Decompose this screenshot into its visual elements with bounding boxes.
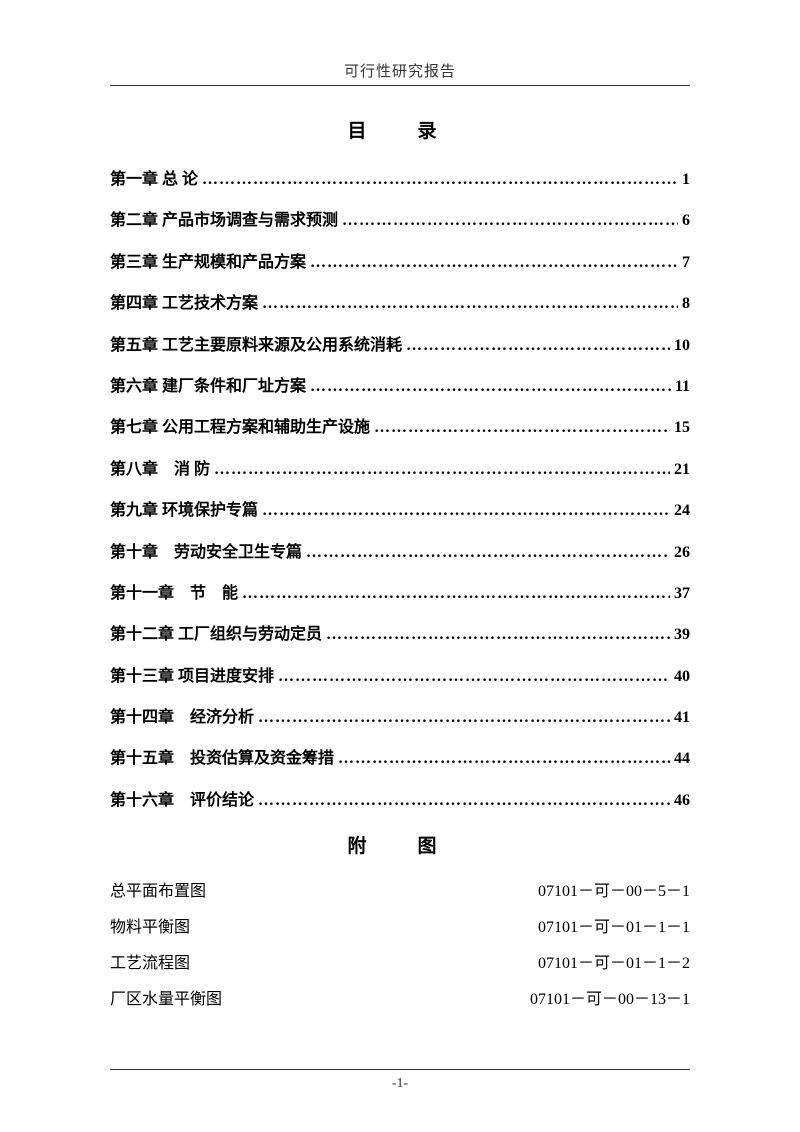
toc-chapter-label: 第十二章 工厂组织与劳动定员 <box>110 624 322 646</box>
toc-chapter-label: 第四章 工艺技术方案 <box>110 293 258 315</box>
toc-chapter-label: 第七章 公用工程方案和辅助生产设施 <box>110 417 370 439</box>
toc-page-number: 10 <box>674 335 690 357</box>
appendix-name: 总平面布置图 <box>110 880 206 904</box>
toc-chapter-label: 第十三章 项目进度安排 <box>110 666 274 688</box>
toc-chapter-label: 第五章 工艺主要原料来源及公用系统消耗 <box>110 335 402 357</box>
toc-dot-leader: …………………………………………………………………………………………………………… <box>278 666 670 688</box>
toc-dot-leader: …………………………………………………………………………………………………………… <box>342 210 678 232</box>
toc-entry: 第十三章 项目进度安排……………………………………………………………………………… <box>110 666 690 688</box>
appendix-entry: 工艺流程图 07101－可－01－1－2 <box>110 952 690 976</box>
toc-page-number: 7 <box>682 252 690 274</box>
toc-dot-leader: …………………………………………………………………………………………………………… <box>310 252 678 274</box>
toc-dot-leader: …………………………………………………………………………………………………………… <box>242 583 670 605</box>
toc-dot-leader: …………………………………………………………………………………………………………… <box>338 748 670 770</box>
toc-entry: 第十四章 经济分析…………………………………………………………………………………… <box>110 707 690 729</box>
toc-page-number: 1 <box>682 169 690 191</box>
toc-page-number: 6 <box>682 210 690 232</box>
footer-divider <box>110 1069 690 1070</box>
document-header: 可行性研究报告 <box>110 60 690 81</box>
toc-entry: 第六章 建厂条件和厂址方案………………………………………………………………………… <box>110 376 690 398</box>
toc-chapter-label: 第二章 产品市场调查与需求预测 <box>110 210 338 232</box>
toc-page-number: 8 <box>682 293 690 315</box>
toc-chapter-label: 第十一章 节 能 <box>110 583 238 605</box>
appendix-name: 物料平衡图 <box>110 916 190 940</box>
toc-dot-leader: …………………………………………………………………………………………………………… <box>374 417 670 439</box>
toc-entry: 第三章 生产规模和产品方案………………………………………………………………………… <box>110 252 690 274</box>
appendix-name: 厂区水量平衡图 <box>110 988 222 1012</box>
appendix-code: 07101－可－00－5－1 <box>538 880 690 904</box>
toc-dot-leader: …………………………………………………………………………………………………………… <box>310 376 671 398</box>
toc-page-number: 26 <box>674 542 690 564</box>
appendix-code: 07101－可－00－13－1 <box>530 988 690 1012</box>
toc-chapter-label: 第十四章 经济分析 <box>110 707 254 729</box>
toc-container: 第一章 总 论………………………………………………………………………………………… <box>110 169 690 812</box>
appendix-code: 07101－可－01－1－1 <box>538 916 690 940</box>
toc-chapter-label: 第十六章 评价结论 <box>110 790 254 812</box>
toc-entry: 第五章 工艺主要原料来源及公用系统消耗………………………………………………………… <box>110 335 690 357</box>
toc-page-number: 15 <box>674 417 690 439</box>
toc-page-number: 21 <box>674 459 690 481</box>
toc-page-number: 37 <box>674 583 690 605</box>
toc-page-number: 24 <box>674 500 690 522</box>
toc-entry: 第四章 工艺技术方案………………………………………………………………………………… <box>110 293 690 315</box>
toc-page-number: 46 <box>674 790 690 812</box>
toc-dot-leader: …………………………………………………………………………………………………………… <box>306 542 670 564</box>
toc-dot-leader: …………………………………………………………………………………………………………… <box>258 707 670 729</box>
toc-entry: 第九章 环境保护专篇………………………………………………………………………………… <box>110 500 690 522</box>
appendix-entry: 物料平衡图 07101－可－01－1－1 <box>110 916 690 940</box>
toc-entry: 第十章 劳动安全卫生专篇…………………………………………………………………………… <box>110 542 690 564</box>
appendix-title: 附 图 <box>110 831 690 858</box>
toc-title: 目 录 <box>110 116 690 143</box>
toc-dot-leader: …………………………………………………………………………………………………………… <box>262 500 670 522</box>
appendix-entry: 厂区水量平衡图 07101－可－00－13－1 <box>110 988 690 1012</box>
toc-dot-leader: …………………………………………………………………………………………………………… <box>202 169 678 191</box>
toc-chapter-label: 第一章 总 论 <box>110 169 198 191</box>
appendix-entry: 总平面布置图 07101－可－00－5－1 <box>110 880 690 904</box>
appendix-container: 总平面布置图 07101－可－00－5－1 物料平衡图 07101－可－01－1－1 工… <box>110 880 690 1012</box>
toc-entry: 第十二章 工厂组织与劳动定员……………………………………………………………………… <box>110 624 690 646</box>
page-number: -1- <box>0 1076 800 1092</box>
toc-chapter-label: 第十五章 投资估算及资金筹措 <box>110 748 334 770</box>
toc-chapter-label: 第六章 建厂条件和厂址方案 <box>110 376 306 398</box>
toc-chapter-label: 第十章 劳动安全卫生专篇 <box>110 542 302 564</box>
toc-entry: 第十五章 投资估算及资金筹措……………………………………………………………………… <box>110 748 690 770</box>
toc-page-number: 41 <box>674 707 690 729</box>
toc-entry: 第七章 公用工程方案和辅助生产设施……………………………………………………………… <box>110 417 690 439</box>
toc-page-number: 11 <box>675 376 690 398</box>
toc-chapter-label: 第九章 环境保护专篇 <box>110 500 258 522</box>
toc-entry: 第八章 消 防………………………………………………………………………………………… <box>110 459 690 481</box>
toc-dot-leader: …………………………………………………………………………………………………………… <box>262 293 678 315</box>
toc-entry: 第一章 总 论………………………………………………………………………………………… <box>110 169 690 191</box>
toc-dot-leader: …………………………………………………………………………………………………………… <box>258 790 670 812</box>
toc-chapter-label: 第三章 生产规模和产品方案 <box>110 252 306 274</box>
toc-chapter-label: 第八章 消 防 <box>110 459 210 481</box>
appendix-code: 07101－可－01－1－2 <box>538 952 690 976</box>
header-divider <box>110 85 690 86</box>
toc-entry: 第十六章 评价结论…………………………………………………………………………………… <box>110 790 690 812</box>
toc-page-number: 44 <box>674 748 690 770</box>
toc-page-number: 39 <box>674 624 690 646</box>
toc-entry: 第十一章 节 能……………………………………………………………………………………… <box>110 583 690 605</box>
toc-dot-leader: …………………………………………………………………………………………………………… <box>406 335 670 357</box>
toc-page-number: 40 <box>674 666 690 688</box>
toc-entry: 第二章 产品市场调查与需求预测…………………………………………………………………… <box>110 210 690 232</box>
appendix-name: 工艺流程图 <box>110 952 190 976</box>
toc-dot-leader: …………………………………………………………………………………………………………… <box>214 459 670 481</box>
toc-dot-leader: …………………………………………………………………………………………………………… <box>326 624 670 646</box>
